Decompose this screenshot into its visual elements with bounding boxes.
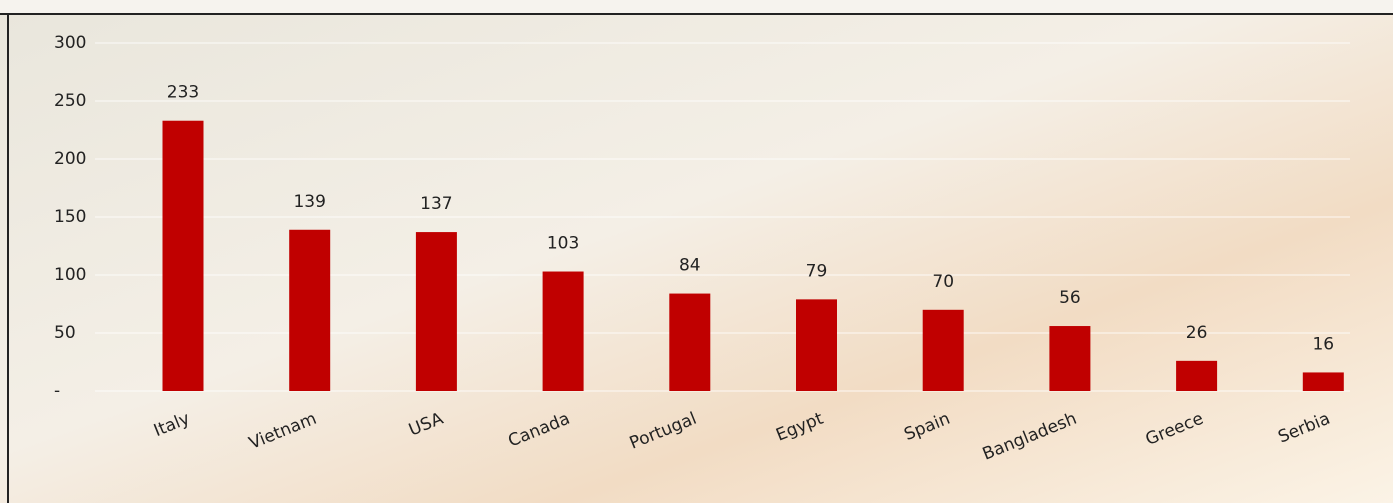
value-label: 139 bbox=[293, 192, 325, 212]
bar bbox=[796, 299, 837, 391]
value-label: 233 bbox=[167, 83, 199, 103]
y-tick-label: 250 bbox=[54, 91, 86, 111]
value-label: 79 bbox=[806, 261, 828, 281]
y-tick-label: 200 bbox=[54, 149, 86, 169]
y-tick-label: 50 bbox=[54, 323, 76, 343]
value-label: 103 bbox=[547, 234, 579, 254]
value-label: 16 bbox=[1312, 334, 1334, 354]
value-label: 84 bbox=[679, 256, 701, 276]
value-label: 137 bbox=[420, 194, 452, 214]
header-strip bbox=[0, 0, 1393, 14]
y-tick-label: 150 bbox=[54, 207, 86, 227]
value-label: 26 bbox=[1186, 323, 1208, 343]
value-label: 70 bbox=[932, 272, 954, 292]
bar bbox=[1049, 326, 1091, 391]
value-label: 56 bbox=[1059, 288, 1081, 308]
bar bbox=[542, 271, 584, 391]
bar bbox=[922, 309, 964, 391]
y-tick-label: - bbox=[54, 381, 60, 401]
y-tick-label: 100 bbox=[54, 265, 86, 285]
bar bbox=[289, 229, 331, 391]
bar bbox=[1176, 360, 1218, 391]
bar bbox=[162, 120, 204, 391]
bar bbox=[669, 293, 711, 391]
bar bbox=[415, 232, 457, 391]
y-tick-label: 300 bbox=[54, 33, 86, 53]
bar bbox=[1302, 372, 1344, 391]
